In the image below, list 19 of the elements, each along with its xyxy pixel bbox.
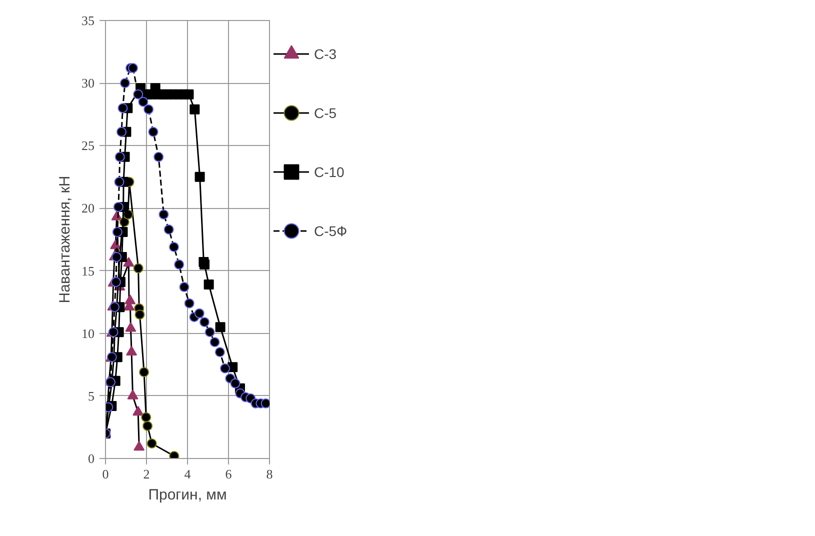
y-tick-label: 25 — [82, 138, 94, 154]
y-tick-label: 0 — [88, 451, 94, 466]
x-tick-label: 2 — [143, 466, 150, 482]
legend-label: C-3 — [314, 44, 337, 64]
y-axis-title: Навантаження, кН — [56, 176, 74, 304]
x-tick-label: 8 — [266, 466, 273, 482]
x-tick-label: 0 — [102, 466, 109, 482]
y-tick-label: 30 — [82, 76, 94, 91]
legend-label: C-10 — [314, 162, 344, 182]
y-tick-label: 20 — [82, 200, 94, 216]
y-tick-label: 15 — [82, 263, 94, 278]
legend-label: C-5 — [314, 104, 337, 122]
legend-label: C-5Ф — [314, 222, 348, 240]
x-axis-title: Прогин, мм — [148, 486, 227, 504]
x-tick-label: 6 — [225, 466, 232, 482]
y-tick-label: 35 — [82, 13, 94, 28]
y-tick-label: 10 — [82, 326, 94, 341]
x-tick-label: 4 — [184, 466, 192, 482]
y-tick-label: 5 — [88, 388, 94, 404]
